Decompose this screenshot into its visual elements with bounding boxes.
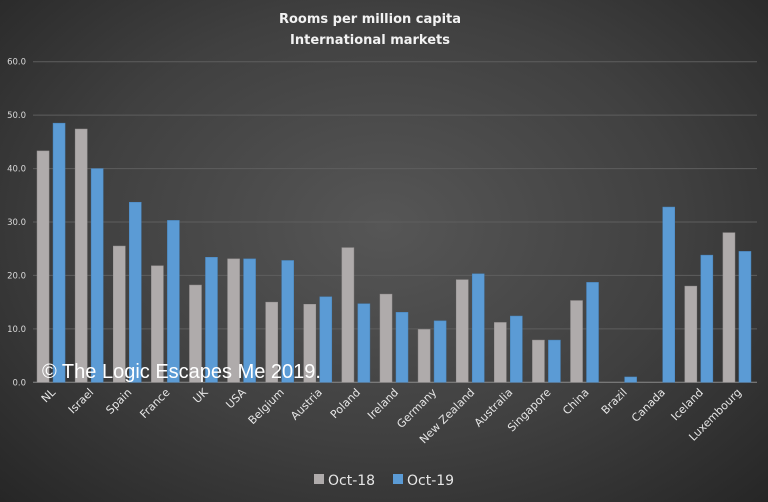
bar-oct-18-singapore — [532, 339, 545, 383]
y-tick-label: 0.0 — [12, 378, 26, 388]
bar-oct-19-ireland — [395, 312, 409, 383]
y-tick-label: 60.0 — [7, 58, 26, 68]
bar-oct-18-iceland — [684, 285, 698, 383]
legend: Oct-18 Oct-19 — [314, 473, 454, 489]
bar-oct-19-nl — [52, 122, 66, 383]
bar-oct-18-australia — [494, 322, 507, 383]
bar-oct-18-belgium — [265, 301, 278, 383]
bar-oct-19-singapore — [548, 339, 561, 383]
bar-oct-19-new-zealand — [471, 273, 485, 383]
bar-oct-18-israel — [74, 128, 88, 383]
watermark: © The Logic Escapes Me 2019. — [42, 361, 321, 383]
bar-oct-18-france — [151, 265, 164, 383]
bar-oct-19-austria — [319, 296, 333, 383]
x-tick-label: NL — [39, 385, 59, 405]
x-tick-label: Ireland — [365, 386, 401, 422]
bar-oct-19-poland — [357, 303, 371, 383]
y-tick-label: 40.0 — [7, 165, 26, 175]
x-tick-label: Austria — [288, 386, 325, 423]
bar-oct-18-china — [570, 300, 583, 383]
bar-oct-19-brazil — [624, 376, 637, 383]
bar-oct-19-spain — [129, 201, 142, 383]
bar-oct-19-germany — [433, 320, 447, 383]
y-tick-label: 30.0 — [7, 218, 26, 228]
bar-oct-19-israel — [90, 168, 104, 383]
bar-oct-19-australia — [510, 315, 523, 383]
x-tick-label: Canada — [629, 386, 668, 425]
legend-label: Oct-18 — [328, 473, 375, 489]
bar-oct-18-usa — [227, 258, 240, 383]
y-tick-label: 20.0 — [7, 271, 26, 281]
bar-oct-18-luxembourg — [722, 232, 736, 383]
bar-oct-18-nl — [36, 150, 50, 383]
x-tick-label: USA — [223, 386, 249, 412]
bar-oct-18-germany — [417, 329, 431, 383]
bar-oct-18-poland — [341, 247, 355, 383]
bar-oct-19-usa — [243, 258, 256, 383]
bar-oct-19-uk — [205, 257, 218, 383]
bar-oct-19-belgium — [281, 260, 294, 383]
x-tick-label: UK — [191, 385, 212, 406]
legend-swatch — [314, 474, 324, 484]
x-tick-label: China — [560, 386, 591, 417]
chart-title-line-1: Rooms per million capita — [279, 12, 461, 27]
bar-oct-18-uk — [189, 284, 202, 383]
x-tick-label: France — [137, 386, 172, 421]
bar-oct-18-austria — [303, 304, 317, 383]
bar-oct-19-luxembourg — [738, 251, 752, 383]
bar-oct-19-iceland — [700, 254, 714, 383]
x-tick-label: Israel — [66, 386, 96, 416]
y-tick-label: 50.0 — [7, 111, 26, 121]
legend-label: Oct-19 — [407, 473, 454, 489]
chart-title-line-2: International markets — [290, 33, 450, 48]
bar-oct-19-canada — [662, 206, 675, 383]
bar-oct-18-spain — [113, 245, 126, 383]
x-tick-label: Belgium — [246, 386, 287, 427]
bar-oct-19-china — [586, 282, 599, 383]
y-tick-label: 10.0 — [7, 325, 26, 335]
x-tick-label: Iceland — [669, 386, 706, 423]
x-tick-label: Brazil — [599, 386, 630, 417]
bar-oct-18-ireland — [379, 293, 393, 383]
x-tick-label: Poland — [328, 386, 363, 421]
bar-oct-19-france — [167, 220, 180, 383]
x-tick-label: Spain — [103, 386, 134, 417]
bar-oct-18-new-zealand — [455, 279, 469, 383]
legend-swatch — [393, 474, 403, 484]
